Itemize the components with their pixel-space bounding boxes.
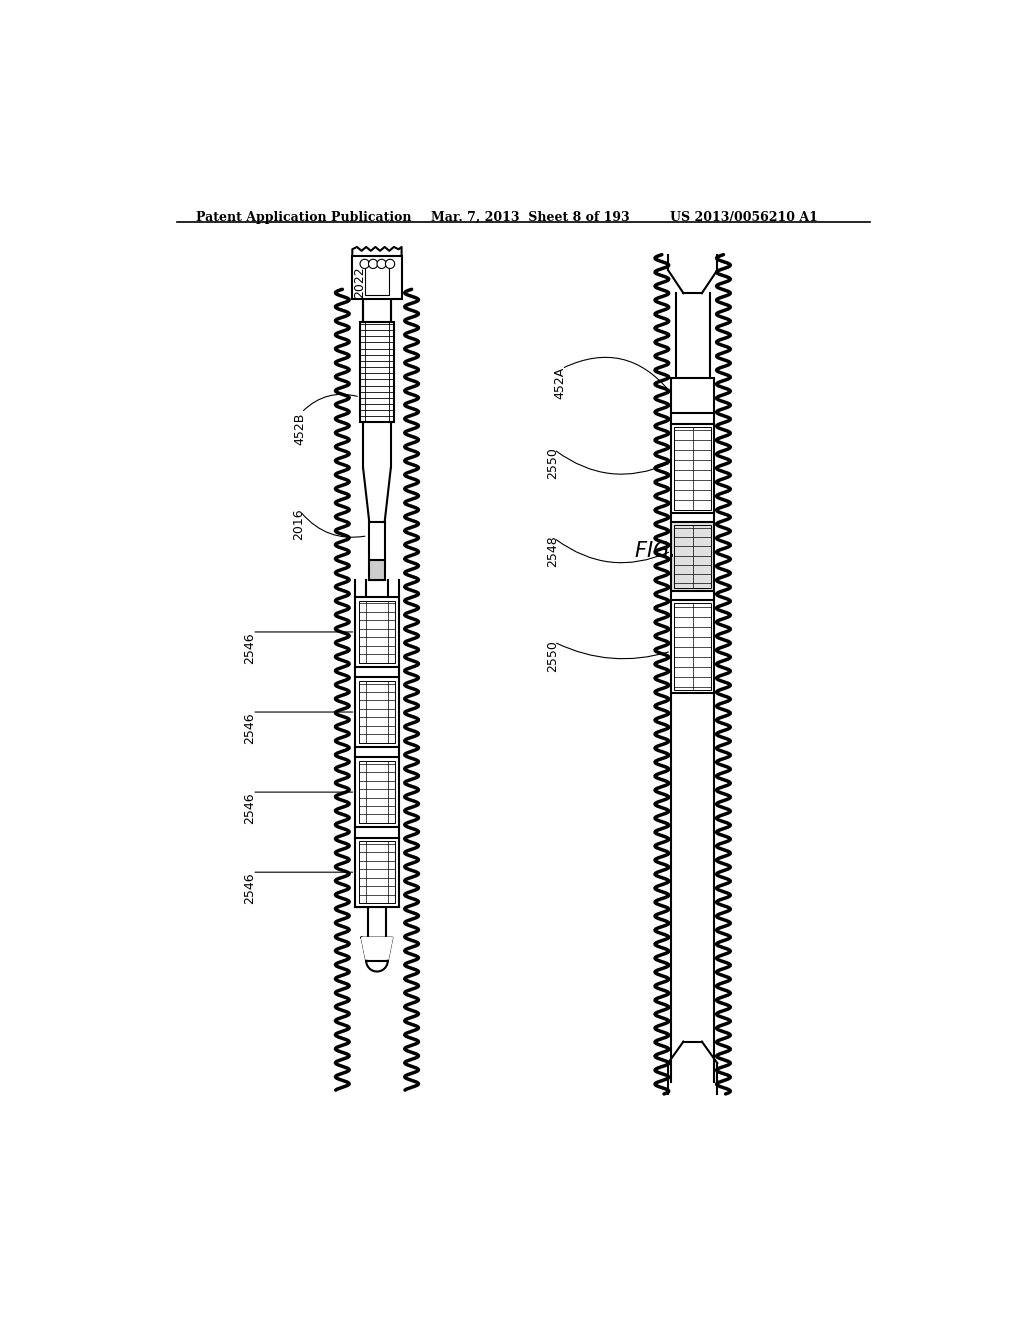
Bar	[352, 256, 401, 298]
Polygon shape	[361, 937, 392, 961]
Text: 2016: 2016	[292, 508, 305, 540]
Text: 2548: 2548	[546, 536, 559, 568]
Text: US 2013/0056210 A1: US 2013/0056210 A1	[670, 211, 817, 224]
Text: 2550: 2550	[546, 447, 559, 479]
Bar	[674, 525, 711, 589]
Text: Mar. 7, 2013  Sheet 8 of 193: Mar. 7, 2013 Sheet 8 of 193	[431, 211, 630, 224]
Bar	[359, 681, 394, 743]
Text: 2546: 2546	[244, 873, 256, 904]
Bar	[674, 428, 711, 510]
Bar	[359, 762, 394, 822]
Bar	[359, 601, 394, 663]
Bar	[365, 261, 389, 296]
Bar	[370, 561, 385, 579]
Text: 2546: 2546	[244, 792, 256, 824]
Bar	[674, 603, 711, 689]
Text: FIG. 12: FIG. 12	[635, 541, 709, 561]
Bar	[360, 322, 394, 422]
Text: 2550: 2550	[546, 640, 559, 672]
Text: 452A: 452A	[554, 367, 566, 399]
Circle shape	[385, 259, 394, 268]
Text: 2546: 2546	[244, 632, 256, 664]
Text: 452B: 452B	[294, 412, 306, 445]
Text: 2546: 2546	[244, 711, 256, 743]
Bar	[671, 521, 714, 591]
Bar	[671, 424, 714, 512]
Circle shape	[360, 259, 370, 268]
Circle shape	[369, 259, 378, 268]
Bar	[359, 841, 394, 903]
Bar	[355, 677, 398, 747]
Bar	[355, 758, 398, 826]
Text: Patent Application Publication: Patent Application Publication	[196, 211, 412, 224]
Bar	[671, 378, 714, 412]
Bar	[355, 598, 398, 667]
Circle shape	[377, 259, 386, 268]
Text: 2022: 2022	[352, 267, 366, 298]
Bar	[671, 601, 714, 693]
Bar	[355, 838, 398, 907]
